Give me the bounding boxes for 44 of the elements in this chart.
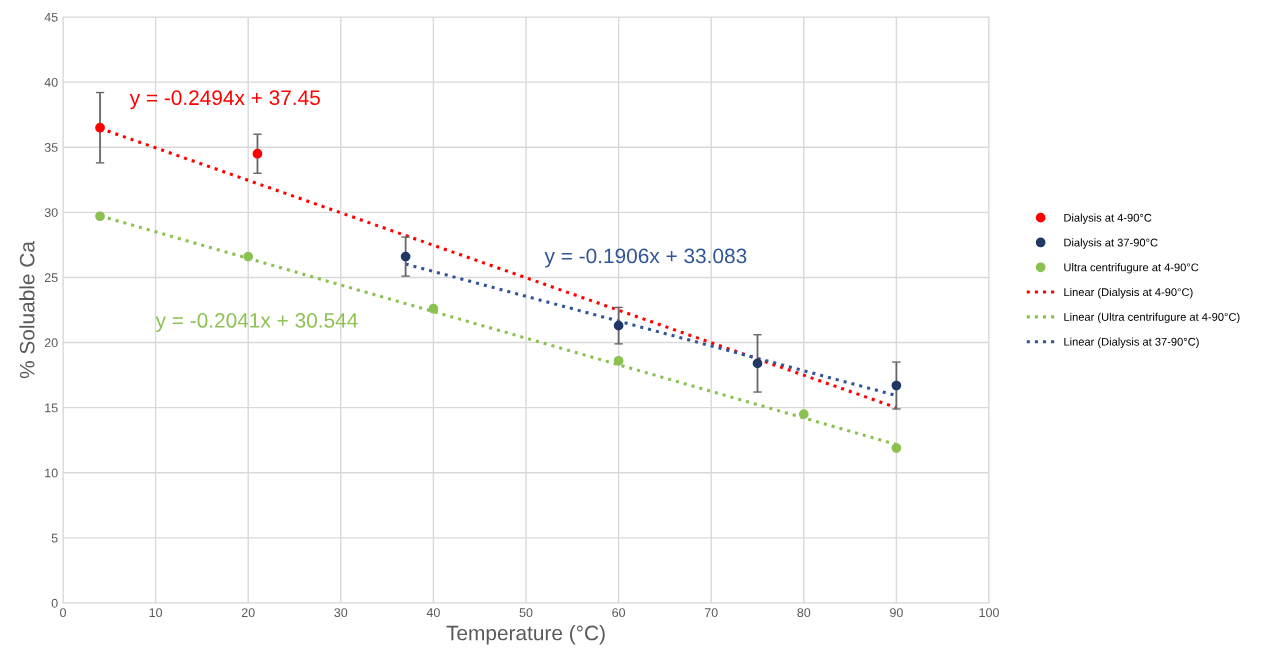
point: [428, 303, 439, 314]
y-tick-label: 30: [44, 208, 58, 217]
annotation: y = -0.2494x + 37.45: [129, 90, 320, 110]
annotation: y = -0.1906x + 33.083: [544, 248, 747, 268]
x-tick-label: 10: [149, 608, 163, 618]
y-tick-label: 15: [45, 403, 58, 413]
legend-label: Dialysis at 37-90°C: [1064, 238, 1158, 249]
legend-label: Linear (Dialysis at 37-90°C): [1064, 337, 1199, 348]
point: [613, 320, 624, 331]
legend-label: Linear (Ultra centrifugure at 4-90°C): [1064, 312, 1240, 324]
y-tick-label: 20: [44, 338, 58, 348]
y-tick-label: 35: [44, 143, 58, 152]
point: [798, 409, 809, 420]
point: [400, 251, 411, 262]
x-tick-label: 40: [426, 608, 440, 618]
x-tick-label: 50: [519, 608, 533, 618]
y-tick-label: 10: [45, 468, 58, 478]
x-tick-label: 90: [890, 608, 903, 618]
point: [95, 211, 105, 222]
y-tick-label: 40: [44, 77, 58, 87]
x-tick-label: 80: [797, 608, 811, 618]
x-tick-label: 20: [241, 608, 255, 618]
y-tick-label: 5: [51, 533, 58, 543]
y-tick-label: 45: [44, 12, 58, 22]
y-tick-label: 0: [51, 598, 58, 608]
x-tick-label: 30: [334, 608, 348, 618]
legend-label: Dialysis at 4-90°C: [1064, 213, 1152, 224]
legend-label: Linear (Dialysis at 4-90°C): [1064, 287, 1193, 299]
point: [243, 251, 254, 262]
point: [252, 148, 263, 159]
legend-label: Ultra centrifugure at 4-90°C: [1064, 263, 1199, 274]
point: [613, 355, 624, 366]
point: [891, 443, 902, 453]
annotation: y = -0.2041x + 30.544: [155, 313, 358, 332]
x-tick-label: 70: [704, 608, 718, 618]
point: [891, 380, 902, 391]
point: [95, 122, 105, 133]
x-axis-title: Temperature (°C): [446, 625, 605, 645]
y-tick-label: 25: [44, 273, 58, 283]
x-tick-label: 0: [60, 608, 66, 618]
x-tick-label: 100: [979, 608, 999, 618]
y-axis-title: % Soluable Ca: [19, 241, 35, 379]
x-tick-label: 60: [612, 608, 626, 618]
point: [752, 358, 763, 369]
